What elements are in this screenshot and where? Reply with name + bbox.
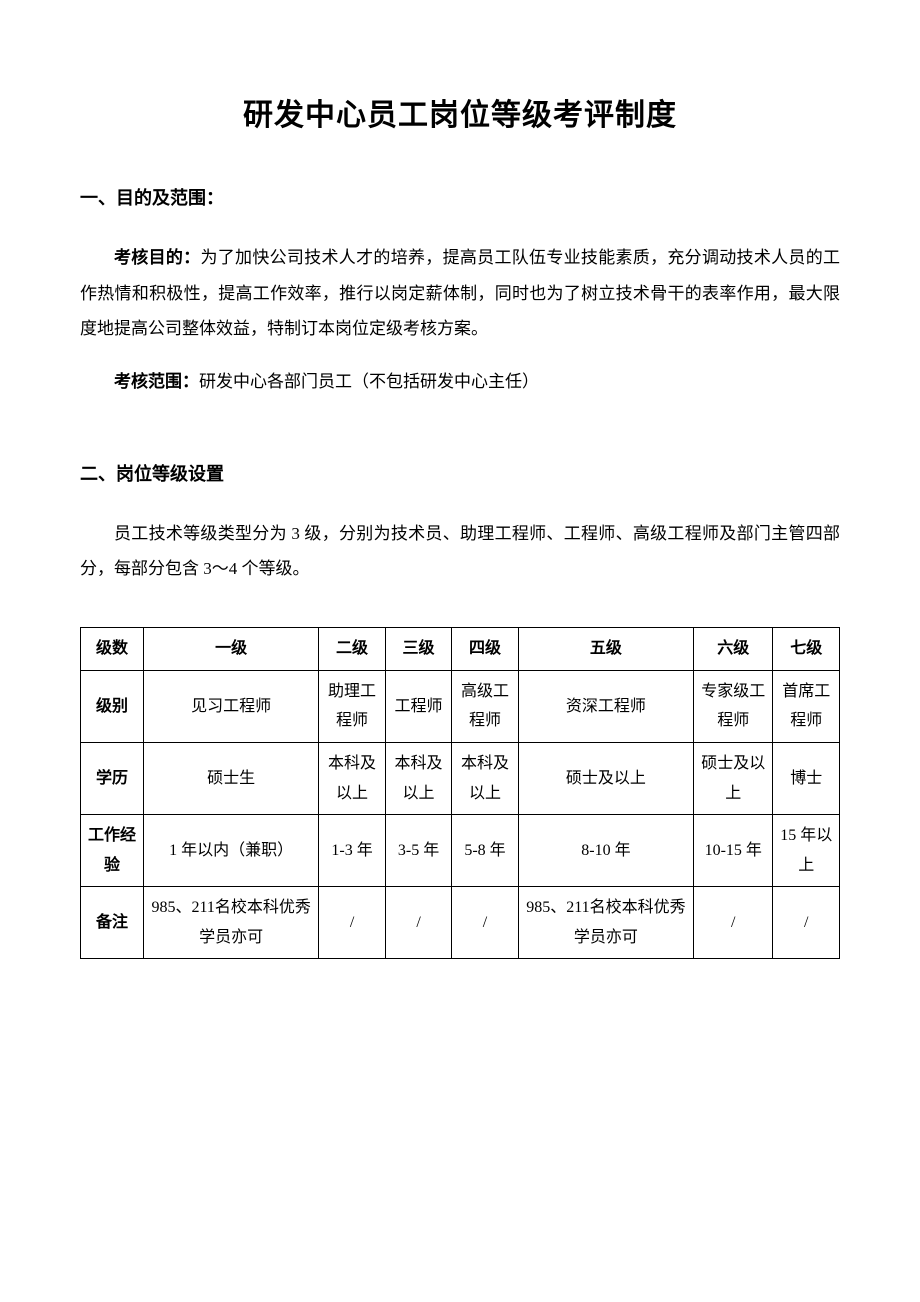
table-cell: /: [319, 887, 385, 959]
table-cell: 985、211名校本科优秀学员亦可: [518, 887, 693, 959]
table-row-education: 学历 硕士生 本科及以上 本科及以上 本科及以上 硕士及以上 硕士及以上 博士: [81, 742, 840, 814]
table-header-cell: 三级: [385, 628, 451, 671]
table-header-cell: 级数: [81, 628, 144, 671]
table-cell: 1-3 年: [319, 815, 385, 887]
table-header-row: 级数 一级 二级 三级 四级 五级 六级 七级: [81, 628, 840, 671]
section-2-intro: 员工技术等级类型分为 3 级，分别为技术员、助理工程师、工程师、高级工程师及部门…: [80, 516, 840, 587]
table-header-cell: 五级: [518, 628, 693, 671]
table-cell: 资深工程师: [518, 670, 693, 742]
table-cell: 8-10 年: [518, 815, 693, 887]
table-cell: 10-15 年: [694, 815, 773, 887]
table-cell: /: [385, 887, 451, 959]
table-cell: 硕士及以上: [518, 742, 693, 814]
table-cell: 5-8 年: [452, 815, 518, 887]
table-cell: 硕士及以上: [694, 742, 773, 814]
scope-text: 研发中心各部门员工（不包括研发中心主任）: [199, 372, 539, 391]
table-cell: 工程师: [385, 670, 451, 742]
table-row-experience: 工作经验 1 年以内（兼职） 1-3 年 3-5 年 5-8 年 8-10 年 …: [81, 815, 840, 887]
table-cell: /: [694, 887, 773, 959]
table-header-cell: 六级: [694, 628, 773, 671]
scope-paragraph: 考核范围：研发中心各部门员工（不包括研发中心主任）: [80, 364, 840, 400]
table-cell: 1 年以内（兼职）: [144, 815, 319, 887]
table-cell: 高级工程师: [452, 670, 518, 742]
purpose-paragraph: 考核目的：为了加快公司技术人才的培养，提高员工队伍专业技能素质，充分调动技术人员…: [80, 240, 840, 347]
spacer: [80, 587, 840, 617]
table-cell: 3-5 年: [385, 815, 451, 887]
table-header-cell: 二级: [319, 628, 385, 671]
table-cell: /: [773, 887, 840, 959]
section-1-heading: 一、目的及范围：: [80, 184, 840, 210]
spacer: [80, 400, 840, 460]
table-cell: 助理工程师: [319, 670, 385, 742]
table-row-label: 备注: [81, 887, 144, 959]
table-row-level: 级别 见习工程师 助理工程师 工程师 高级工程师 资深工程师 专家级工程师 首席…: [81, 670, 840, 742]
table-cell: 专家级工程师: [694, 670, 773, 742]
table-header-cell: 七级: [773, 628, 840, 671]
table-cell: 本科及以上: [452, 742, 518, 814]
table-row-label: 工作经验: [81, 815, 144, 887]
level-table: 级数 一级 二级 三级 四级 五级 六级 七级 级别 见习工程师 助理工程师 工…: [80, 627, 840, 959]
table-cell: /: [452, 887, 518, 959]
table-cell: 本科及以上: [319, 742, 385, 814]
purpose-label: 考核目的：: [114, 248, 200, 267]
table-row-label: 学历: [81, 742, 144, 814]
section-2-heading: 二、岗位等级设置: [80, 460, 840, 486]
table-cell: 见习工程师: [144, 670, 319, 742]
table-row-note: 备注 985、211名校本科优秀学员亦可 / / / 985、211名校本科优秀…: [81, 887, 840, 959]
table-cell: 本科及以上: [385, 742, 451, 814]
document-title: 研发中心员工岗位等级考评制度: [80, 90, 840, 134]
table-header-cell: 四级: [452, 628, 518, 671]
table-cell: 硕士生: [144, 742, 319, 814]
table-cell: 985、211名校本科优秀学员亦可: [144, 887, 319, 959]
scope-label: 考核范围：: [114, 372, 199, 391]
table-cell: 首席工程师: [773, 670, 840, 742]
table-header-cell: 一级: [144, 628, 319, 671]
table-row-label: 级别: [81, 670, 144, 742]
document-page: 研发中心员工岗位等级考评制度 一、目的及范围： 考核目的：为了加快公司技术人才的…: [0, 0, 920, 1302]
table-cell: 15 年以上: [773, 815, 840, 887]
table-cell: 博士: [773, 742, 840, 814]
